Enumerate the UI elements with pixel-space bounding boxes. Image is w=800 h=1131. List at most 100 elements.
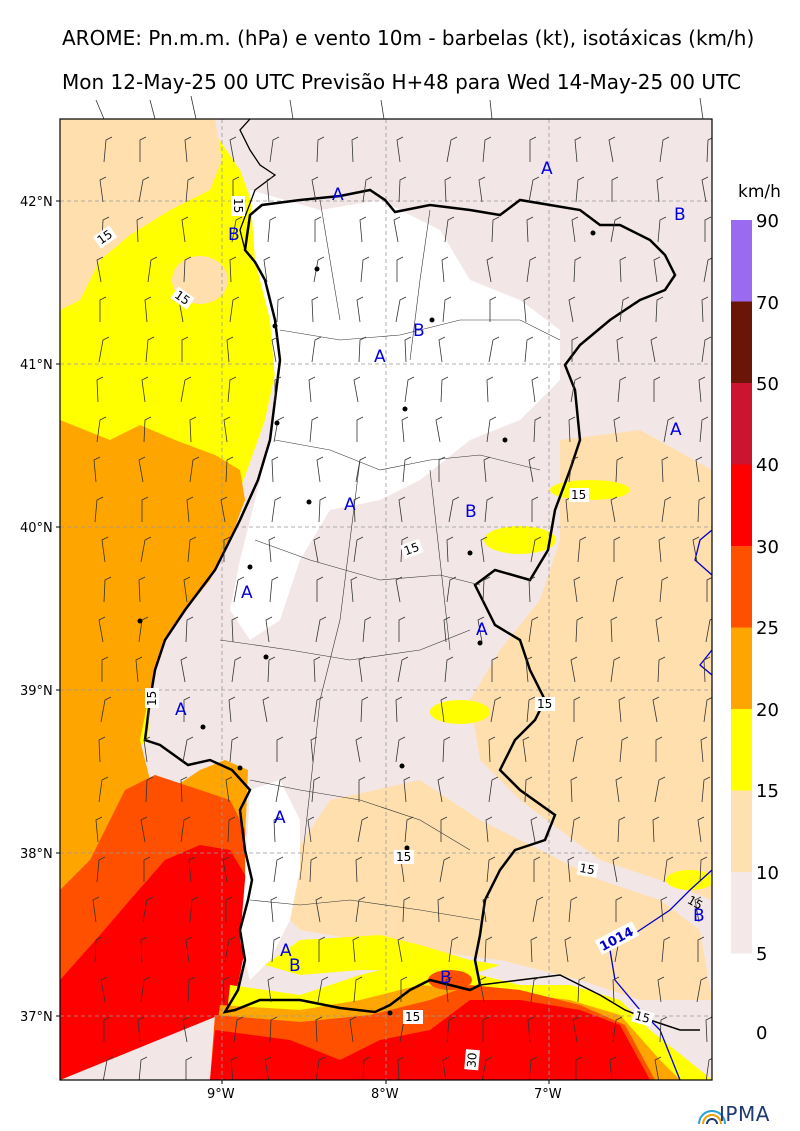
isotach-10-15-ocean	[60, 119, 222, 310]
isotach-label: 15	[571, 488, 586, 502]
wind-barb	[353, 376, 361, 403]
wind-barb	[145, 336, 155, 363]
wind-barb	[100, 976, 108, 1003]
wind-barb	[358, 336, 367, 363]
wind-barb	[403, 776, 411, 803]
isotach-label: 15	[685, 893, 705, 913]
wind-barb	[442, 736, 451, 763]
lat-label: 39°N	[20, 684, 53, 699]
wind-barb	[103, 1016, 111, 1042]
chart-title: AROME: Pn.m.m. (hPa) e vento 10m - barbe…	[62, 26, 755, 50]
wind-barb	[442, 296, 452, 323]
wind-barb	[362, 1056, 371, 1080]
wind-barb	[350, 576, 358, 603]
pressure-mark: A	[670, 420, 682, 440]
wind-barb	[180, 776, 188, 803]
wind-barb	[395, 696, 403, 723]
wind-barb	[267, 216, 277, 243]
wind-barb	[567, 856, 575, 883]
wind-barb	[311, 176, 319, 203]
isotach-land-yellow-patch	[430, 700, 490, 724]
wind-barb	[101, 536, 109, 563]
wind-barb	[222, 856, 230, 883]
wind-barb	[486, 856, 496, 883]
wind-barb	[185, 616, 194, 643]
colorbar-swatch	[731, 709, 752, 791]
colorbar-label: 20	[756, 700, 779, 721]
lon-label: 8°W	[371, 1087, 399, 1102]
wind-barb	[358, 656, 366, 683]
wind-barb	[572, 1016, 580, 1043]
colorbar-label: 90	[756, 211, 779, 232]
wind-barb	[360, 696, 369, 723]
wind-barb	[446, 536, 454, 563]
wind-barb	[491, 216, 500, 243]
wind-barb	[222, 976, 230, 1003]
wind-barb	[274, 376, 282, 402]
isotach-label: 15	[633, 1009, 651, 1026]
wind-barb	[230, 1056, 238, 1080]
wind-barb	[437, 776, 445, 803]
wind-barb	[706, 137, 712, 163]
wind-barb	[182, 1016, 190, 1043]
colorbar-swatch	[731, 872, 752, 954]
pressure-mark: B	[228, 225, 240, 245]
wind-barb	[184, 136, 192, 163]
wind-barb	[703, 257, 712, 283]
wind-barb	[661, 496, 672, 523]
wind-barb	[397, 1056, 405, 1080]
wind-barb	[652, 696, 660, 723]
wind-barb	[618, 696, 626, 723]
wind-barb	[659, 136, 670, 163]
wind-barb	[481, 1056, 493, 1080]
wind-barb	[355, 896, 366, 923]
isobar-east-2	[699, 649, 712, 676]
wind-barb	[577, 976, 586, 1003]
wind-barb	[655, 736, 663, 762]
wind-barb	[180, 816, 191, 843]
wind-barb	[223, 416, 231, 443]
wind-barb	[699, 416, 709, 443]
isotach-labels: 15 15 15 15 15 15 15 15 15 15 30 15 15	[92, 196, 705, 1071]
wind-barb	[480, 536, 488, 563]
wind-barb	[269, 136, 280, 163]
wind-barb	[619, 256, 627, 283]
colorbar-label: 50	[756, 374, 779, 395]
colorbar-swatch	[731, 627, 752, 709]
wind-barb	[524, 776, 533, 803]
isotach-label: 30	[464, 1052, 479, 1068]
wind-barb	[571, 216, 579, 243]
wind-barb	[183, 696, 191, 722]
isotach-label: 15	[578, 861, 595, 877]
wind-barb	[650, 336, 658, 363]
lon-label: 9°W	[207, 1087, 235, 1102]
wind-barb	[231, 616, 239, 643]
wind-barb	[138, 176, 150, 203]
wind-barb	[351, 136, 359, 163]
wind-barb	[349, 1016, 357, 1043]
wind-barb	[100, 696, 112, 723]
wind-barb	[140, 536, 152, 563]
pressure-mark: B	[674, 205, 686, 225]
wind-barb	[657, 656, 666, 683]
wind-barb	[612, 856, 620, 883]
wind-barb	[448, 496, 460, 523]
wind-barb	[400, 536, 409, 563]
wind-barb	[570, 376, 582, 403]
city-markers	[137, 230, 596, 1016]
wind-barb	[612, 976, 620, 1003]
pressure-mark: A	[175, 700, 187, 720]
wind-barb	[610, 496, 618, 523]
wind-barb	[362, 176, 373, 203]
wind-barb	[661, 936, 671, 963]
wind-barb	[393, 216, 401, 243]
wind-barb	[488, 336, 500, 363]
wind-barb	[659, 1016, 668, 1043]
wind-barb	[229, 296, 240, 323]
wind-barb	[189, 896, 199, 923]
wind-barb	[188, 856, 196, 883]
wind-barb	[398, 496, 406, 523]
wind-barb	[233, 1016, 244, 1043]
pressure-mark: A	[280, 941, 292, 961]
wind-barb	[276, 296, 285, 323]
